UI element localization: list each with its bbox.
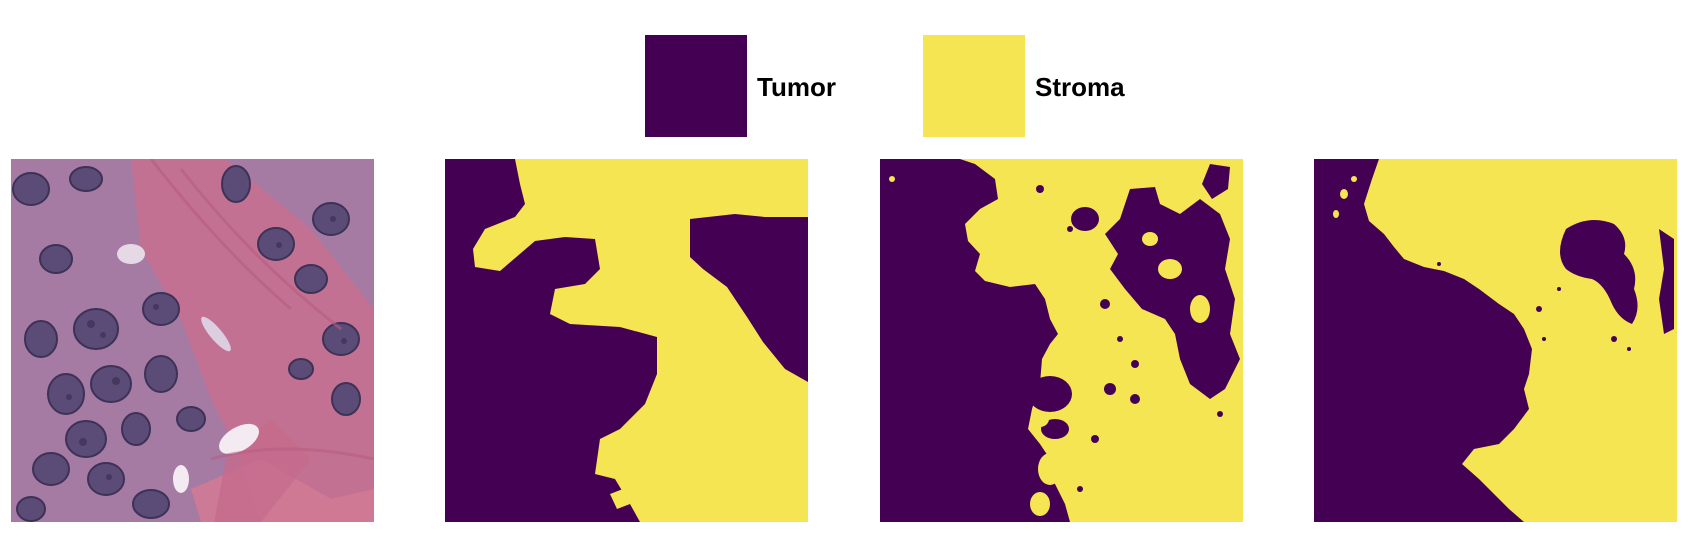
- segmentation-mask-2: [880, 159, 1243, 522]
- segmentation-mask-1: [445, 159, 808, 522]
- legend-swatch-tumor: [645, 35, 747, 137]
- histology-image: [11, 159, 374, 522]
- legend-swatch-stroma: [923, 35, 1025, 137]
- segmentation-mask-3: [1314, 159, 1677, 522]
- legend-label-stroma: Stroma: [1035, 72, 1125, 102]
- legend-label-tumor: Tumor: [757, 72, 836, 102]
